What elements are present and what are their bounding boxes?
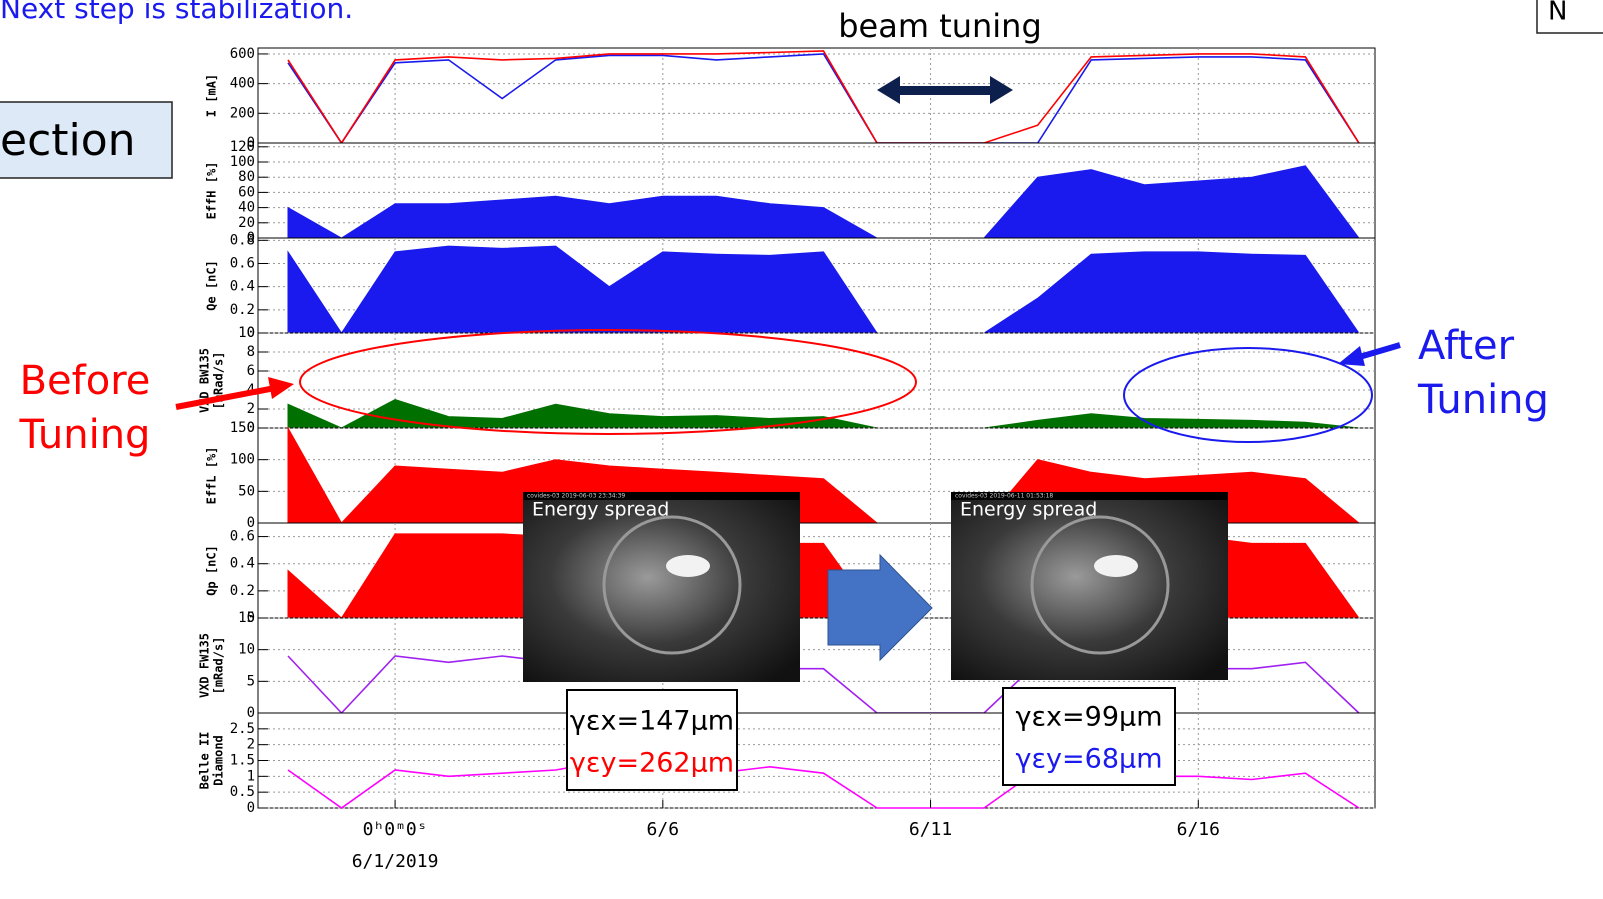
y-axis-label: Qp [nC] [205,545,219,596]
y-tick-label: 0.6 [230,529,255,545]
y-tick-label: 1 [247,768,255,784]
emittance-x: γεx=147μm [570,706,734,737]
y-axis-label: Diamond [212,735,226,786]
y-axis-label: Belle II [198,732,212,790]
y-tick-label: 0.5 [230,784,255,800]
y-axis-label: [mRad/s] [212,637,226,695]
before-label: Before [20,358,151,404]
camera-image: covides-03 2019-06-03 23:34:39 Energy sp… [523,492,800,682]
y-axis-label: I [mA] [205,74,219,117]
emittance-y: γεy=262μm [570,748,734,779]
y-tick-label: 150 [230,420,255,436]
y-axis-label: EffL [%] [205,447,219,505]
y-tick-label: 40 [238,200,255,216]
y-tick-label: 2 [247,737,255,753]
slide: 0200400600I [mA]020406080100120EffH [%]0… [0,0,1603,895]
after-label: After [1418,323,1515,369]
y-tick-label: 10 [238,642,255,658]
y-tick-label: 0 [247,705,255,721]
panel-frame [258,48,1375,143]
y-tick-label: 20 [238,215,255,231]
y-tick-label: 10 [238,325,255,341]
before-label: Tuning [19,412,151,458]
x-tick-label: 6/11 [909,819,952,840]
y-tick-label: 400 [230,76,255,92]
y-tick-label: 8 [247,344,255,360]
y-tick-label: 0.8 [230,232,255,248]
x-tick-label: 6/16 [1177,819,1220,840]
y-tick-label: 0.4 [230,556,255,572]
tuning-label: beam tuning [838,7,1042,45]
y-tick-label: 60 [238,184,255,200]
y-tick-label: 50 [238,483,255,499]
x-date-label: 6/1/2019 [352,851,439,872]
panel-frame [258,713,1375,808]
y-tick-label: 100 [230,154,255,170]
y-tick-label: 80 [238,169,255,185]
x-tick-label: 6/6 [647,819,680,840]
y-tick-label: 120 [230,139,255,155]
y-tick-label: 2.5 [230,721,255,737]
y-tick-label: 5 [247,673,255,689]
camera-image: covides-03 2019-06-11 01:53:18 Energy sp… [951,492,1228,680]
page: 0200400600I [mA]020406080100120EffH [%]0… [0,0,1603,895]
y-axis-label: Qe [nC] [205,260,219,311]
series-area [288,246,1359,333]
y-tick-label: 200 [230,105,255,121]
y-tick-label: 600 [230,46,255,62]
y-tick-label: 0.2 [230,302,255,318]
emittance-x: γεx=99μm [1015,702,1162,733]
y-tick-label: 15 [238,610,255,626]
y-tick-label: 6 [247,363,255,379]
x-tick-label: 0ʰ0ᵐ0ˢ [363,819,428,840]
y-axis-label: VXD FW135 [198,633,212,698]
y-tick-label: 100 [230,452,255,468]
image-caption: Energy spread [960,499,1097,521]
y-tick-label: 2 [247,401,255,417]
corner-box [1537,0,1603,33]
y-tick-label: 0 [247,800,255,816]
y-axis-label: EffH [%] [205,162,219,220]
y-tick-label: 0.4 [230,279,255,295]
corner-text: N [1548,0,1567,27]
y-tick-label: 0.6 [230,255,255,271]
after-label: Tuning [1417,377,1549,423]
section-text: ection [0,115,136,166]
top-text: Next step is stabilization. [0,0,353,25]
y-tick-label: 1.5 [230,753,255,769]
emittance-y: γεy=68μm [1015,744,1162,775]
image-caption: Energy spread [532,499,669,521]
y-tick-label: 0.2 [230,583,255,599]
